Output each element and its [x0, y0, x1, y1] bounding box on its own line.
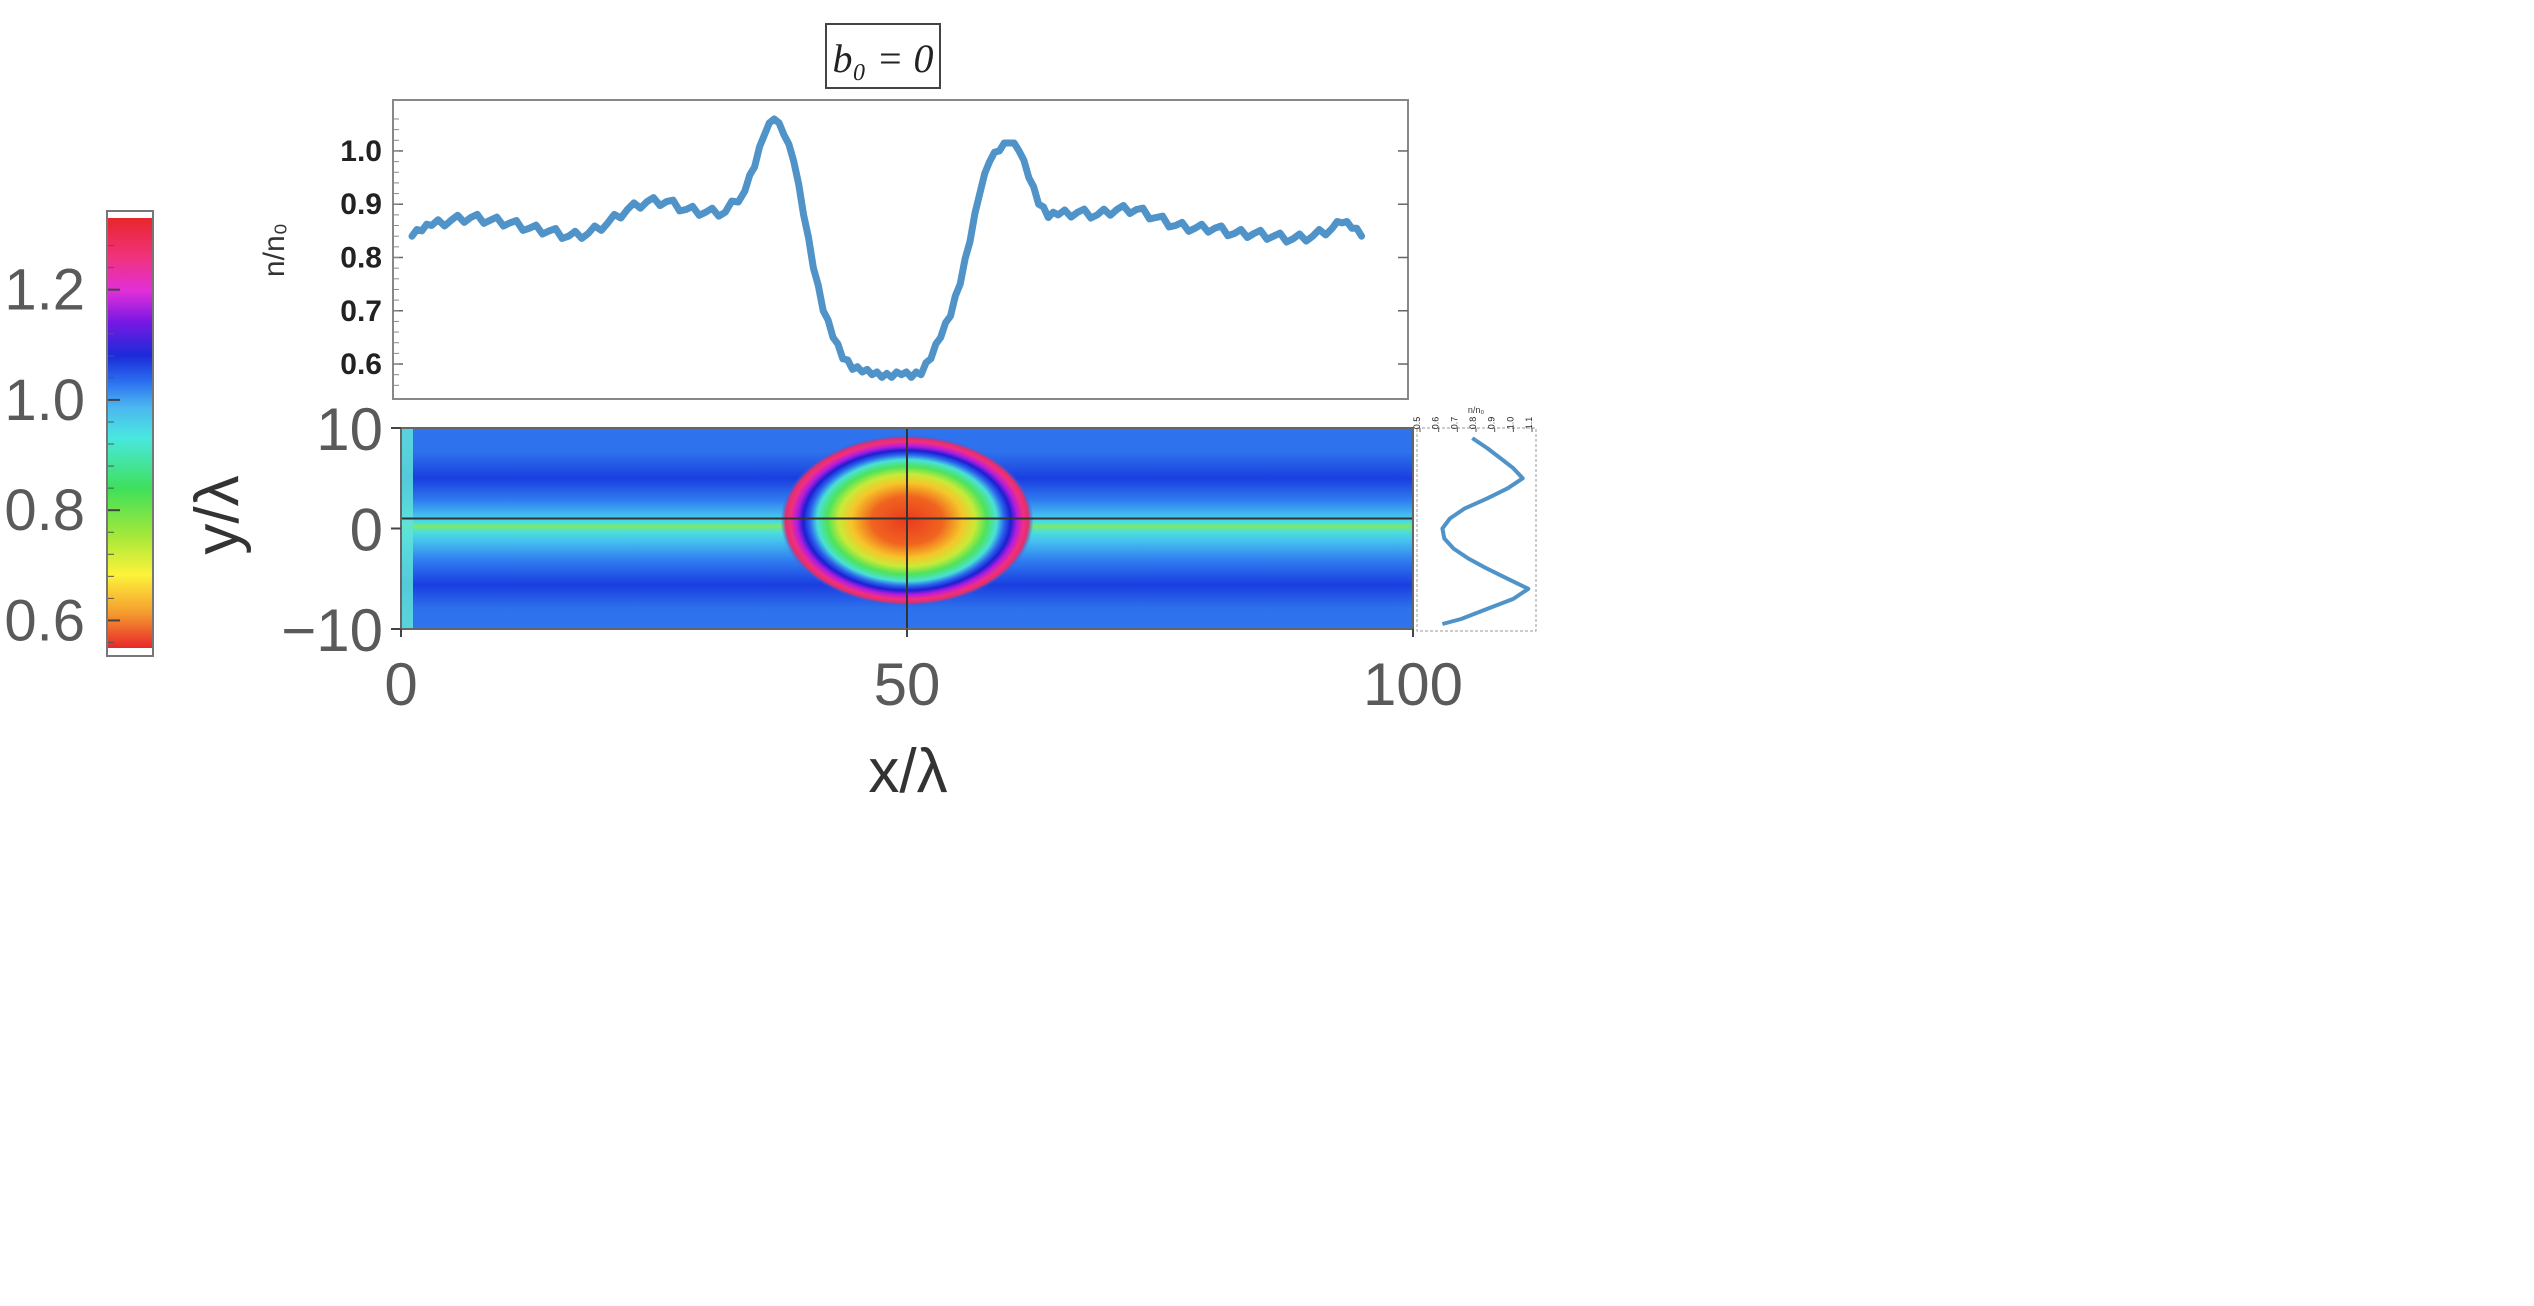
- heatmap-xtick-label: 100: [1363, 651, 1463, 718]
- side-xtick-label: 0.9: [1487, 417, 1497, 430]
- colorbar-gradient: [108, 218, 152, 648]
- side-profile-frame: [1416, 427, 1537, 632]
- top-ytick-label: 0.6: [340, 348, 382, 381]
- side-xtick-label: 0.5: [1412, 417, 1422, 430]
- top-profile-frame: [392, 99, 1409, 400]
- top-ytick-label: 1.0: [340, 135, 382, 168]
- colorbar-tick-label: 1.0: [4, 368, 85, 433]
- title-box: b₀ = 0: [825, 23, 941, 89]
- top-profile-panel: 1.0 0.9 0.8 0.7 0.6 n/n₀: [258, 99, 1409, 400]
- colorbar-ticks: 1.2 1.0 0.8 0.6: [4, 245, 120, 653]
- top-ytick-label: 0.8: [340, 241, 382, 274]
- heatmap-ytick-label: 0: [350, 497, 383, 564]
- side-xtick-label: 1.1: [1524, 417, 1534, 430]
- side-xtick-label: 0.6: [1431, 417, 1441, 430]
- side-profile-series: [1440, 436, 1531, 626]
- heatmap-xtick-label: 0: [384, 651, 417, 718]
- colorbar-tick-label: 1.2: [4, 258, 85, 323]
- top-ytick-label: 0.9: [340, 188, 382, 221]
- top-profile-ylabel: n/n₀: [258, 223, 291, 277]
- side-xtick-label: 0.7: [1449, 417, 1459, 430]
- side-xtick-label: 0.8: [1468, 417, 1478, 430]
- top-ytick-label: 0.7: [340, 295, 382, 328]
- colorbar-frame: [106, 210, 154, 657]
- figure-title: b₀ = 0: [833, 36, 934, 81]
- colorbar-tick-label: 0.8: [4, 478, 85, 543]
- heatmap-left-edge: [401, 428, 413, 629]
- side-xtick-label: 1.0: [1505, 417, 1515, 430]
- heatmap-xlabel: x/λ: [868, 737, 947, 806]
- top-profile-series: [408, 115, 1366, 381]
- heatmap-ylabel: y/λ: [183, 475, 252, 554]
- colorbar-tick-label: 0.6: [4, 588, 85, 653]
- colorbar: 1.2 1.0 0.8 0.6: [4, 210, 154, 657]
- side-profile-ticks: 0.5 0.6 0.7 0.8 0.9 1.0 1.1: [1412, 417, 1534, 432]
- side-profile-panel: 0.5 0.6 0.7 0.8 0.9 1.0 1.1 n/n₀: [1412, 405, 1537, 632]
- side-profile-title: n/n₀: [1468, 405, 1485, 415]
- heatmap-ytick-label: −10: [281, 597, 383, 664]
- top-profile-ticks: 1.0 0.9 0.8 0.7 0.6: [340, 118, 1408, 386]
- heatmap-ytick-label: 10: [316, 396, 383, 463]
- heatmap-xtick-label: 50: [874, 651, 941, 718]
